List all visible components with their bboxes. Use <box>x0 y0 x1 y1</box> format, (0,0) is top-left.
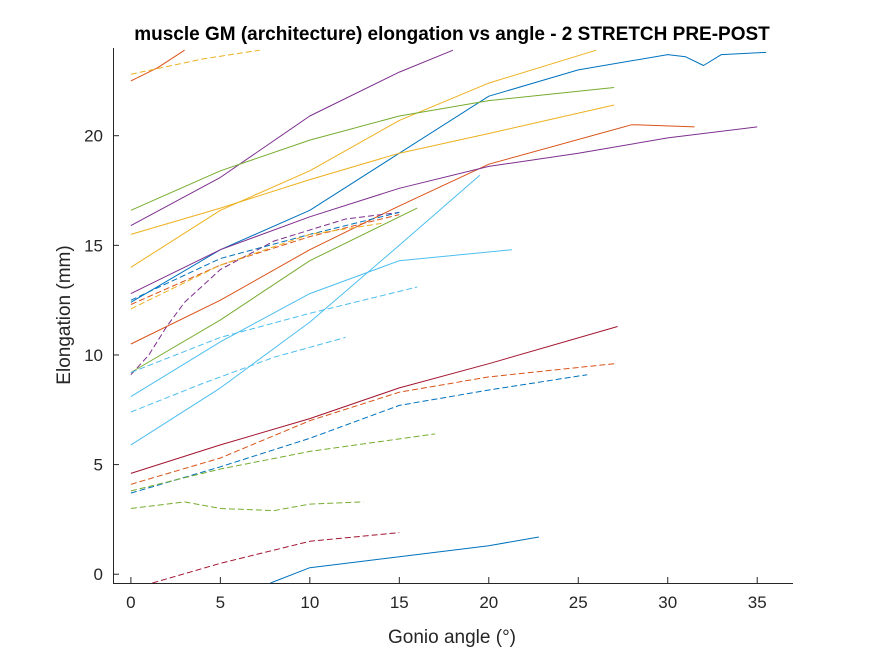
series-line-21 <box>130 363 615 485</box>
x-tick-label: 10 <box>300 593 319 612</box>
x-axis-label: Gonio angle (°) <box>388 627 516 648</box>
x-tick-label: 5 <box>216 593 225 612</box>
series-line-7 <box>130 124 695 345</box>
x-tick-label: 25 <box>569 593 588 612</box>
x-tick-label: 20 <box>479 593 498 612</box>
series-line-22 <box>130 374 588 494</box>
x-tick-label: 30 <box>658 593 677 612</box>
y-tick-label: 20 <box>84 127 103 146</box>
series-line-17 <box>130 214 400 305</box>
y-tick-label: 0 <box>94 565 103 584</box>
series-line-9 <box>130 174 481 446</box>
series-line-18 <box>130 222 382 310</box>
series-line-2 <box>130 49 185 82</box>
series-line-14 <box>130 49 260 75</box>
series-line-19 <box>130 286 418 373</box>
series-line-5 <box>130 87 615 211</box>
x-tick-label: 35 <box>748 593 767 612</box>
series-line-11 <box>130 249 513 398</box>
x-tick-label: 0 <box>126 593 135 612</box>
series-line-23 <box>130 433 436 492</box>
x-tick-label: 15 <box>390 593 409 612</box>
ticks: 0 5 10 15 20 25 30 35 0 5 10 15 20 <box>84 127 767 612</box>
series-line-6 <box>130 104 615 235</box>
series-line-24 <box>130 501 364 512</box>
series-line-1 <box>130 51 767 303</box>
chart-title: muscle GM (architecture) elongation vs a… <box>134 24 770 45</box>
y-tick-label: 10 <box>84 346 103 365</box>
plot-area <box>130 49 767 584</box>
series-line-15 <box>130 211 400 376</box>
series-line-13 <box>270 536 539 584</box>
series-line-16 <box>130 211 400 301</box>
y-tick-label: 15 <box>84 236 103 255</box>
series-line-25 <box>152 532 400 584</box>
series-line-10 <box>130 207 418 373</box>
y-tick-label: 5 <box>94 456 103 475</box>
y-axis-label: Elongation (mm) <box>54 245 75 384</box>
series-line-8 <box>130 126 758 295</box>
series-line-12 <box>130 326 618 474</box>
series-line-20 <box>130 336 346 413</box>
series-line-3 <box>130 49 597 268</box>
series-line-4 <box>130 49 454 227</box>
axes <box>113 48 793 584</box>
